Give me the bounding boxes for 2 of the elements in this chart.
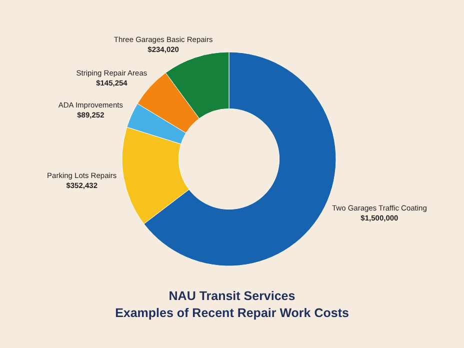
- text: NAU Transit Services: [168, 289, 296, 303]
- text: Examples of Recent Repair Work Costs: [115, 306, 349, 320]
